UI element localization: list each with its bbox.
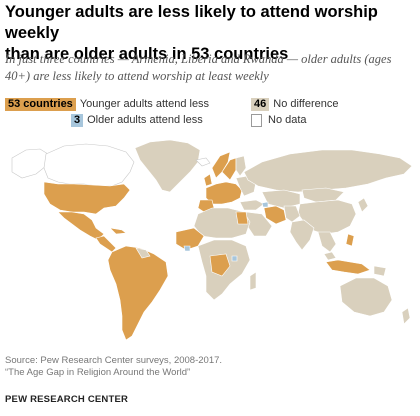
region-philippines: [345, 233, 355, 247]
legend-no-data-swatch: [251, 114, 262, 127]
region-russia: [243, 149, 413, 193]
region-iceland: [195, 157, 211, 167]
region-korea-japan: [357, 197, 369, 213]
title-line-2: than are older adults in 53 countries: [5, 45, 289, 63]
region-uk: [203, 173, 213, 187]
region-afghanistan-pakistan: [283, 205, 301, 223]
region-indochina: [317, 231, 337, 253]
legend-no-difference: 46 No difference: [251, 98, 338, 111]
legend-younger-less-badge: 53 countries: [5, 98, 76, 111]
region-liberia: [183, 245, 191, 252]
world-map: [11, 139, 413, 341]
region-madagascar: [249, 271, 257, 291]
legend-younger-less-label: Younger adults attend less: [79, 98, 210, 110]
region-canada: [43, 143, 135, 187]
region-new-zealand: [401, 307, 411, 325]
region-central-america: [95, 235, 117, 253]
region-greenland: [134, 139, 201, 193]
region-south-america: [107, 245, 169, 341]
region-egypt: [235, 211, 249, 225]
legend-younger-less: 53 countries Younger adults attend less: [5, 98, 209, 111]
region-india: [289, 219, 315, 251]
region-guianas: [135, 247, 151, 259]
region-mexico: [57, 211, 105, 241]
region-finland: [235, 155, 247, 177]
legend-no-difference-label: No difference: [273, 98, 339, 110]
region-indonesia: [325, 259, 371, 275]
legend-no-data: No data: [251, 114, 307, 127]
region-caribbean: [109, 227, 127, 235]
organization-credit: PEW RESEARCH CENTER: [5, 394, 129, 405]
legend-no-difference-badge: 46: [251, 98, 270, 111]
region-papua: [373, 265, 387, 277]
legend-older-less-label: Older adults attend less: [87, 114, 203, 126]
region-armenia: [261, 201, 269, 208]
region-malaysia: [323, 251, 337, 261]
region-dr-congo: [209, 253, 231, 277]
source-line: Source: Pew Research Center surveys, 200…: [5, 355, 223, 366]
region-iran: [263, 205, 287, 225]
subtitle-line-1: In just three countries — Armenia, Liber…: [5, 52, 392, 66]
legend-no-data-label: No data: [268, 114, 307, 126]
source-note: Source: Pew Research Center surveys, 200…: [5, 355, 415, 379]
chart-subtitle: In just three countries — Armenia, Liber…: [5, 51, 415, 85]
region-turkey: [239, 199, 265, 211]
report-line: “The Age Gap in Religion Around the Worl…: [5, 367, 191, 378]
region-rwanda: [231, 255, 238, 262]
region-norway: [211, 151, 231, 179]
region-australia: [339, 277, 393, 317]
legend-older-less-badge: 3: [71, 114, 84, 127]
legend-older-less: 3 Older adults attend less: [71, 114, 203, 127]
region-usa: [43, 181, 131, 215]
chart-title: Younger adults are less likely to attend…: [5, 2, 415, 65]
subtitle-line-2: 40+) are less likely to attend worship a…: [5, 69, 269, 83]
region-alaska: [11, 148, 49, 179]
title-line-1: Younger adults are less likely to attend…: [5, 3, 378, 42]
